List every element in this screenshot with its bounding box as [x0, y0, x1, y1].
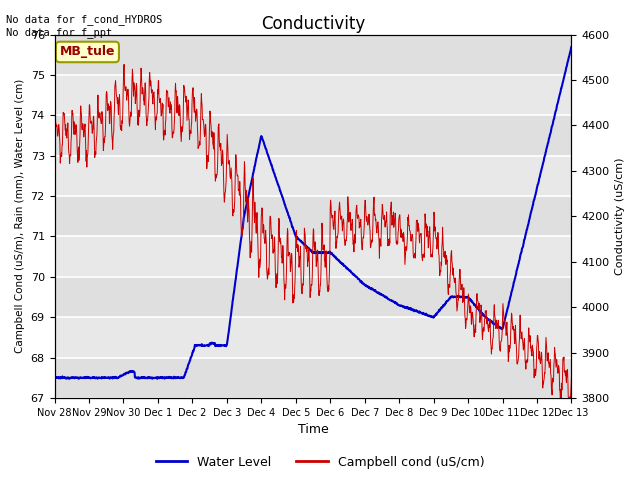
Legend: Water Level, Campbell cond (uS/cm): Water Level, Campbell cond (uS/cm)	[151, 451, 489, 474]
Y-axis label: Campbell Cond (uS/m), Rain (mm), Water Level (cm): Campbell Cond (uS/m), Rain (mm), Water L…	[15, 79, 25, 353]
Water Level	[165, 374, 173, 380]
Bar	[54, 317, 572, 358]
Water Level	[154, 376, 161, 382]
Bar	[54, 156, 572, 196]
Campbell cond (uS/cm)	[565, 405, 573, 410]
Water Level	[254, 150, 262, 156]
Water Level	[477, 310, 485, 315]
Campbell cond (uS/cm)	[392, 240, 400, 246]
Water Level	[392, 300, 400, 306]
Campbell cond (uS/cm)	[254, 233, 262, 239]
Line: Water Level: Water Level	[54, 47, 572, 379]
Bar	[54, 277, 572, 317]
Text: No data for f_cond_HYDROS
No data for f_ppt: No data for f_cond_HYDROS No data for f_…	[6, 14, 163, 38]
Bar	[54, 237, 572, 277]
Text: MB_tule: MB_tule	[60, 46, 115, 59]
Campbell cond (uS/cm)	[51, 110, 58, 116]
Campbell cond (uS/cm)	[568, 373, 575, 379]
Water Level	[51, 375, 58, 381]
Water Level	[266, 159, 274, 165]
Bar	[54, 75, 572, 115]
Title: Conductivity: Conductivity	[261, 15, 365, 33]
Bar	[54, 35, 572, 75]
Y-axis label: Conductivity (uS/cm): Conductivity (uS/cm)	[615, 157, 625, 275]
Campbell cond (uS/cm)	[120, 61, 128, 67]
Bar	[54, 196, 572, 237]
Water Level	[568, 44, 575, 49]
Line: Campbell cond (uS/cm): Campbell cond (uS/cm)	[54, 64, 572, 408]
Campbell cond (uS/cm)	[477, 305, 485, 311]
Water Level	[522, 230, 530, 236]
Campbell cond (uS/cm)	[522, 366, 530, 372]
Bar	[54, 358, 572, 398]
Campbell cond (uS/cm)	[165, 95, 173, 100]
X-axis label: Time: Time	[298, 423, 328, 436]
Campbell cond (uS/cm)	[266, 213, 274, 219]
Bar	[54, 115, 572, 156]
